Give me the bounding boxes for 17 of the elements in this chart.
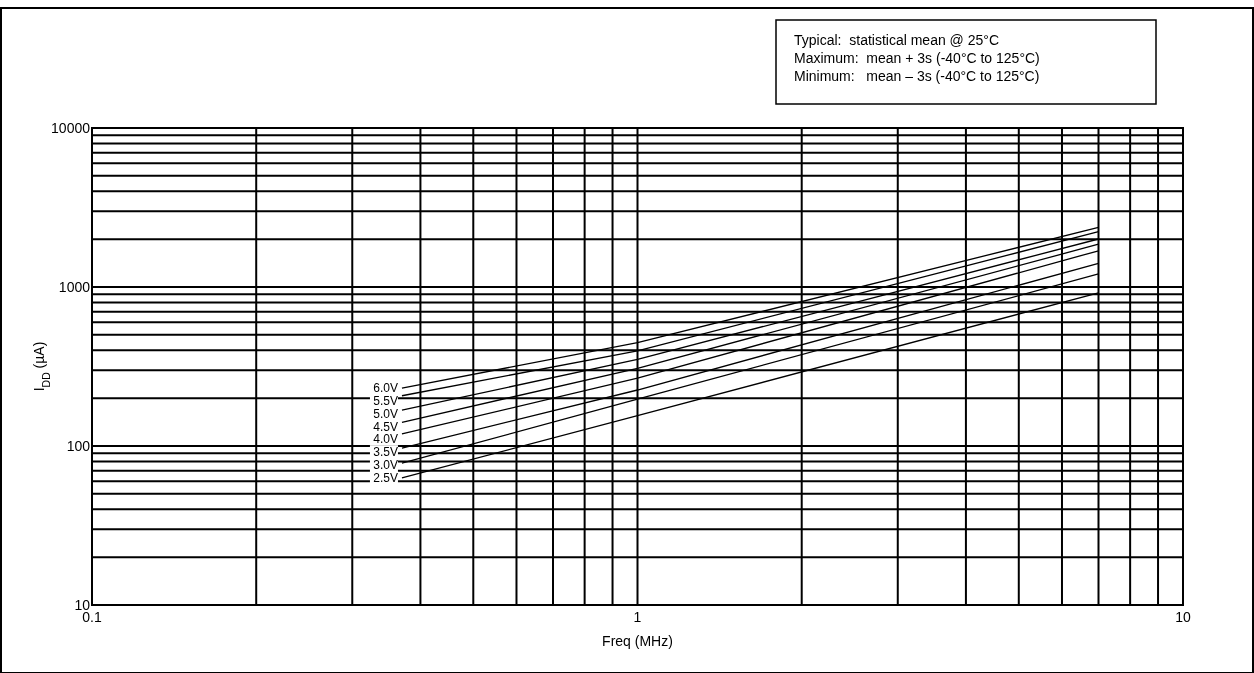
series-label: 6.0V <box>373 381 398 396</box>
text: Typical: statistical mean @ 25°C <box>794 32 999 48</box>
series-label: 3.5V <box>373 445 398 460</box>
x-axis-title: Freq (MHz) <box>602 633 673 649</box>
x-tick-label: 1 <box>633 609 642 625</box>
series-label: 2.5V <box>373 470 398 485</box>
y-tick-label: 100 <box>66 438 91 454</box>
series-label: 3.0V <box>373 458 398 473</box>
text: Minimum: mean – 3s (-40°C to 125°C) <box>794 68 1040 84</box>
series-label: 5.0V <box>373 406 398 421</box>
series-label: 5.5V <box>373 394 398 408</box>
series-label: 4.5V <box>373 419 398 434</box>
y-tick-label: 1000 <box>58 279 91 295</box>
y-tick-label: 10000 <box>51 120 91 136</box>
x-tick-label: 10 <box>1175 609 1191 625</box>
text: Maximum: mean + 3s (-40°C to 125°C) <box>794 50 1040 66</box>
series-label: 4.0V <box>373 432 398 447</box>
